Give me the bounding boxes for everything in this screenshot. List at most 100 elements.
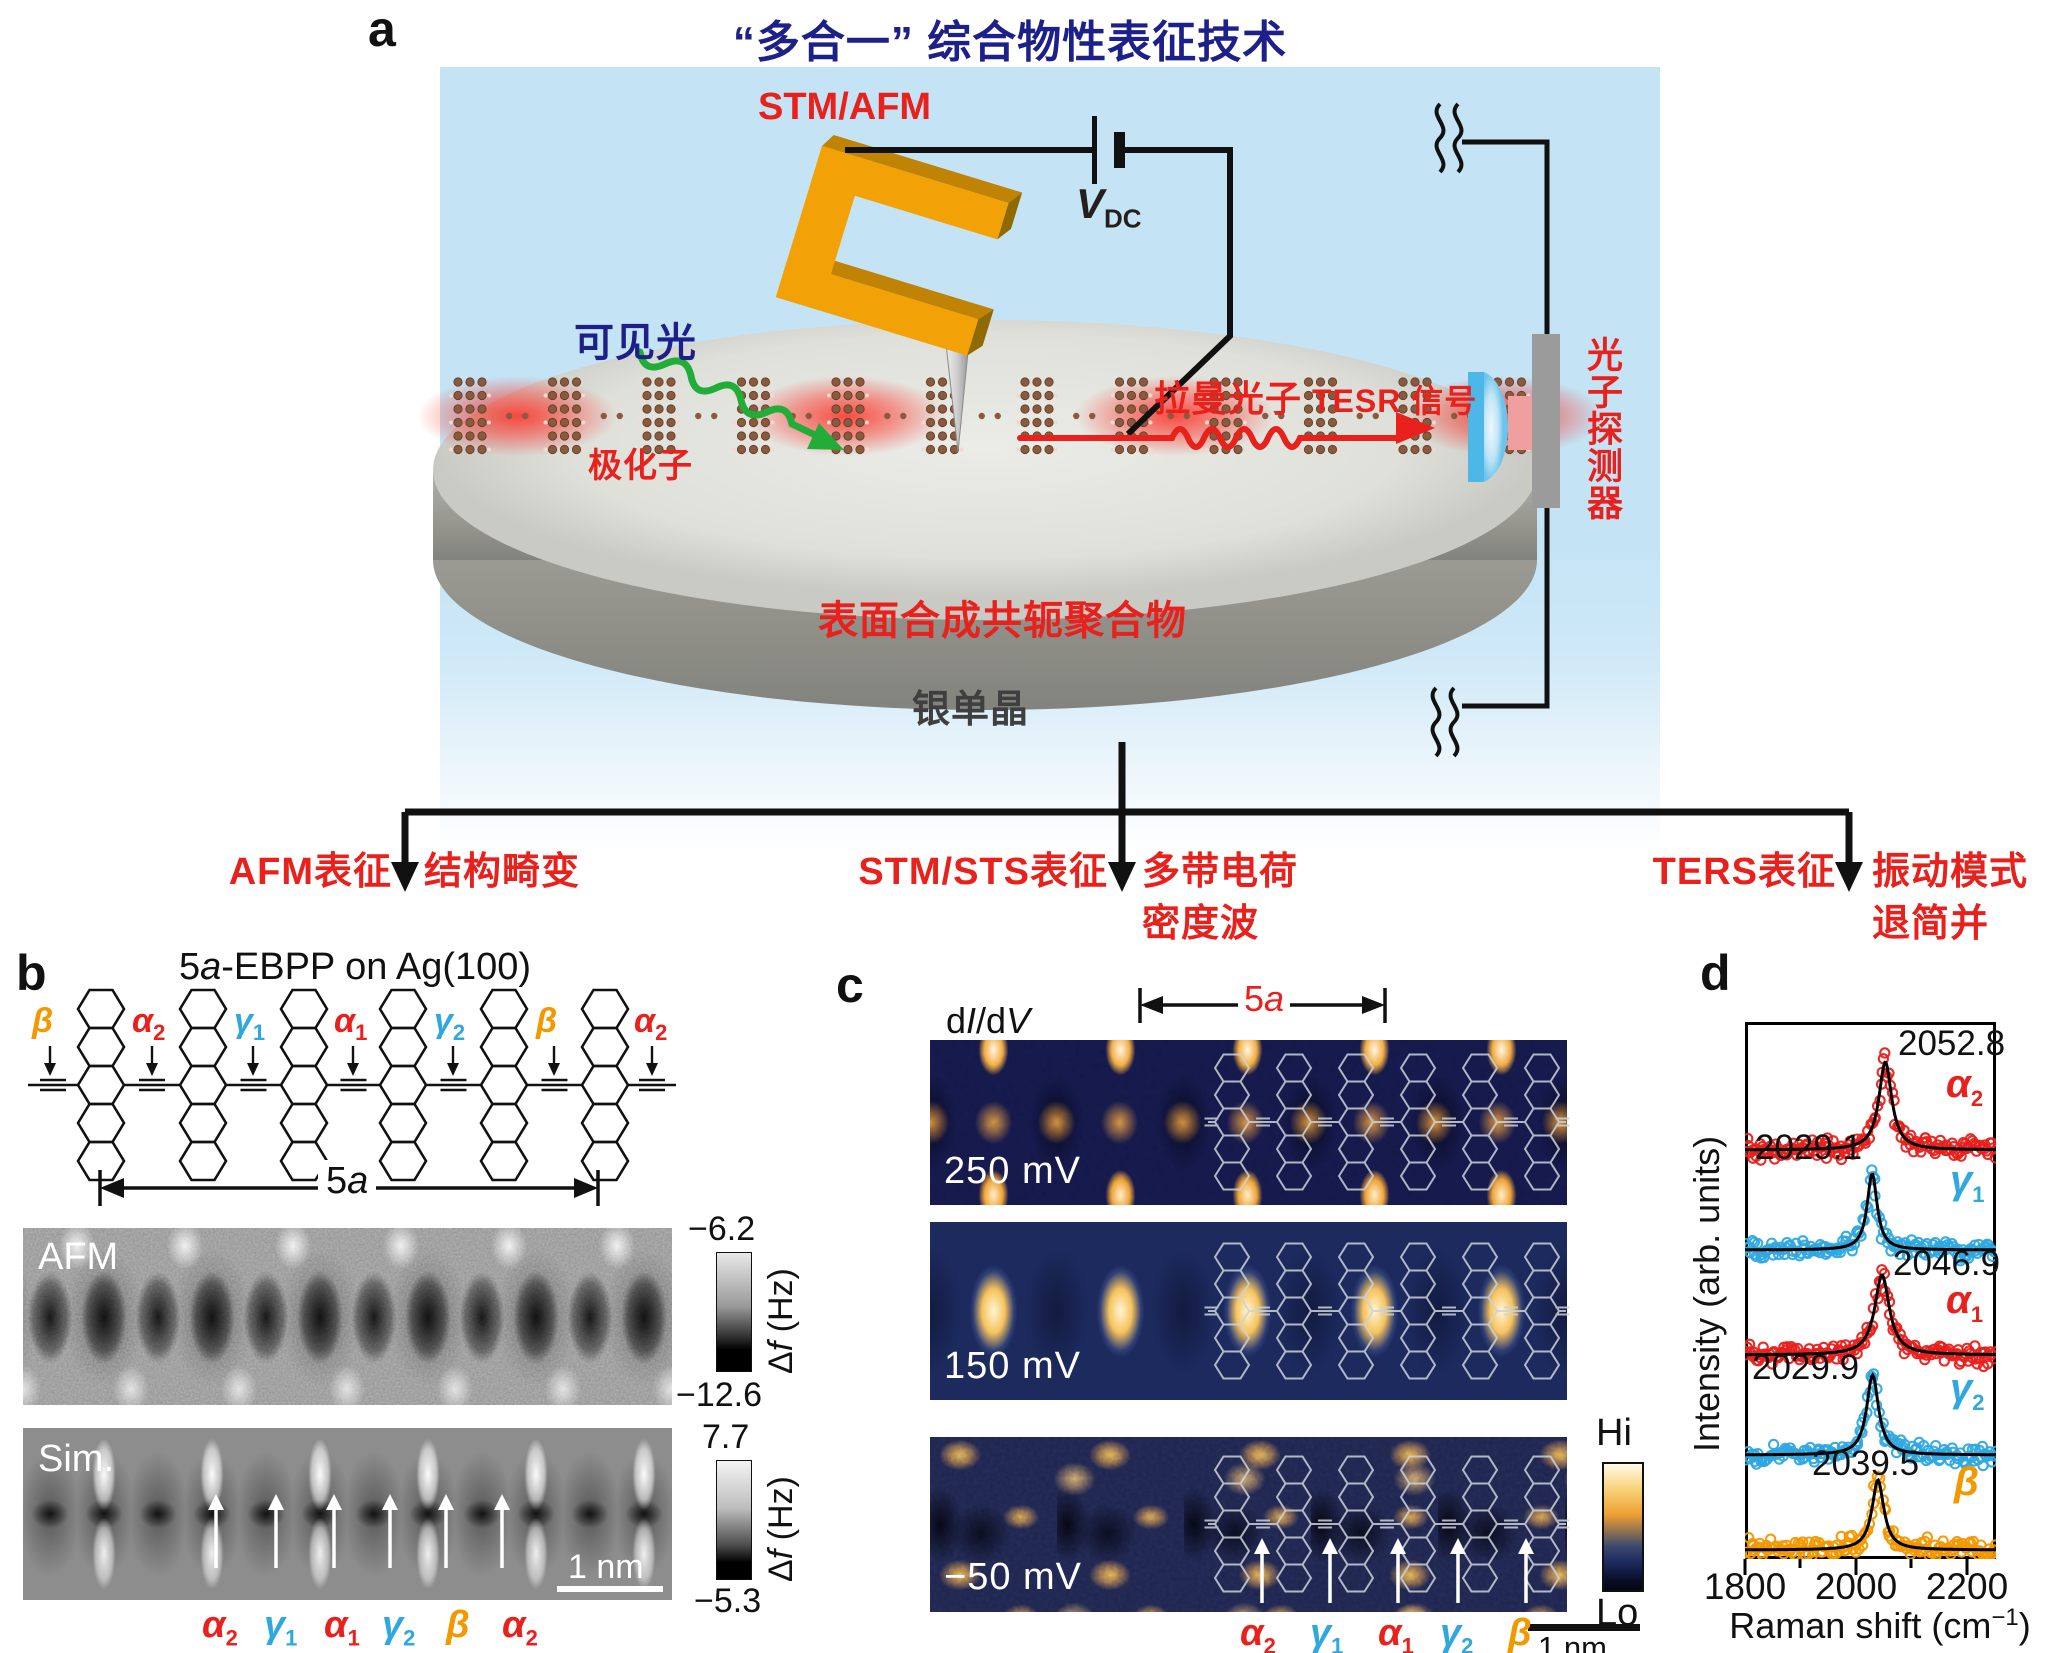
site-label-b-3: α1 bbox=[324, 1604, 360, 1651]
sim-cbar-min: −5.3 bbox=[694, 1582, 762, 1620]
raman-xlabel: Raman shift (cm−1) bbox=[1729, 1604, 2031, 1646]
scalebar-c bbox=[1528, 1624, 1640, 1631]
bond-label-alpha2: α2 bbox=[132, 1002, 166, 1045]
silver-crystal-disc bbox=[433, 320, 1537, 710]
afm-colorbar bbox=[716, 1252, 752, 1372]
figure-title: “多合一” 综合物性表征技术 bbox=[732, 18, 1288, 67]
raman-ylabel: Intensity (arb. units) bbox=[1686, 1135, 1727, 1452]
scalebar-b bbox=[557, 1586, 663, 1592]
scalebar-c-label: 1 nm bbox=[1538, 1630, 1607, 1653]
afm-method-label: AFM表征 bbox=[228, 851, 392, 893]
ters-result-line1: 振动模式 bbox=[1872, 851, 2029, 893]
site-label-b-2: γ1 bbox=[264, 1604, 298, 1651]
wire-break-squiggle-bottom bbox=[1430, 686, 1460, 758]
panel-c-letter: c bbox=[836, 957, 864, 1013]
site-label-b-1: α2 bbox=[202, 1604, 238, 1651]
period-label-c: 5a bbox=[1238, 978, 1291, 1020]
afm-cbar-unit: Δf (Hz) bbox=[762, 1268, 800, 1374]
bond-label-gamma2: γ2 bbox=[434, 1002, 466, 1045]
photon-detector-label: 光子探测器 bbox=[1582, 336, 1623, 521]
site-arrows-sim bbox=[208, 1494, 510, 1568]
peak-value-gamma1: 2029.1 bbox=[1755, 1128, 1863, 1167]
bond-label-beta-1: β bbox=[32, 1002, 54, 1040]
site-label-c-2: γ1 bbox=[1310, 1612, 1344, 1653]
series-label-gamma1: γ1 bbox=[1950, 1158, 1985, 1207]
afm-noise-texture bbox=[23, 1228, 672, 1405]
panel-b-title: 5a-EBPP on Ag(100) bbox=[178, 946, 532, 988]
didv-label: dI/dV bbox=[946, 1000, 1031, 1041]
site-label-b-4: γ2 bbox=[382, 1604, 416, 1651]
bond-label-alpha1: α1 bbox=[334, 1002, 368, 1045]
visible-light-arrow bbox=[636, 348, 844, 450]
peak-value-alpha1: 2046.9 bbox=[1893, 1244, 2001, 1283]
site-label-c-1: α2 bbox=[1240, 1612, 1276, 1653]
simulated-afm-image bbox=[23, 1428, 672, 1600]
raman-photon-label: 拉曼光子 bbox=[1154, 378, 1303, 419]
ters-method-label: TERS表征 bbox=[1652, 851, 1836, 893]
stm-method-label: STM/STS表征 bbox=[858, 851, 1108, 893]
afm-cbar-max: −6.2 bbox=[688, 1210, 756, 1248]
bias-circuit-wires bbox=[845, 147, 1233, 437]
peak-value-alpha2: 2052.8 bbox=[1898, 1024, 2006, 1063]
series-label-alpha2: α2 bbox=[1946, 1062, 1984, 1111]
raman-axis-ticks bbox=[1743, 1559, 1969, 1575]
bond-label-beta-2: β bbox=[536, 1002, 558, 1040]
panel-a-letter: a bbox=[368, 1, 396, 57]
flow-arrows bbox=[391, 742, 1863, 892]
molecular-structure bbox=[28, 988, 676, 1182]
molecule-overlay-didv bbox=[1204, 1053, 1570, 1593]
battery-short-plate bbox=[1114, 132, 1125, 168]
site-label-c-4: γ2 bbox=[1440, 1612, 1474, 1653]
afm-result-label: 结构畸变 bbox=[424, 851, 581, 893]
didv-cbar-lo: Lo bbox=[1596, 1592, 1639, 1634]
period-label-b: 5a bbox=[318, 1160, 377, 1203]
site-label-c-3: α1 bbox=[1378, 1612, 1414, 1653]
bond-site-arrows bbox=[44, 1046, 658, 1076]
peak-value-gamma2: 2029.9 bbox=[1752, 1348, 1860, 1387]
afm-image-label: AFM bbox=[38, 1236, 119, 1278]
battery-long-plate bbox=[1092, 116, 1097, 184]
series-label-beta: β bbox=[1954, 1460, 1979, 1504]
raman-xtick-1800: 1800 bbox=[1703, 1566, 1787, 1607]
detector-wires bbox=[1462, 139, 1550, 709]
didv-colorbar bbox=[1602, 1462, 1644, 1592]
site-label-b-5: β bbox=[446, 1604, 470, 1646]
bias-label-150mv: 150 mV bbox=[944, 1345, 1081, 1387]
site-arrows-didv bbox=[1254, 1538, 1534, 1603]
afm-image bbox=[23, 1228, 672, 1405]
visible-light-label: 可见光 bbox=[574, 321, 697, 365]
collection-lens bbox=[1468, 372, 1508, 482]
photon-detector-body bbox=[1532, 334, 1560, 508]
sim-colorbar bbox=[716, 1460, 752, 1580]
site-label-b-6: α2 bbox=[502, 1604, 538, 1651]
didv-cbar-hi: Hi bbox=[1596, 1412, 1632, 1454]
sim-cbar-unit: Δf (Hz) bbox=[762, 1476, 800, 1582]
raman-plot-frame bbox=[1745, 1022, 1996, 1559]
panel-b-letter: b bbox=[16, 945, 47, 1001]
panel-d-letter: d bbox=[1700, 945, 1731, 1001]
peak-value-beta: 2039.5 bbox=[1812, 1444, 1920, 1483]
bias-label-minus50mv: −50 mV bbox=[944, 1556, 1083, 1598]
series-label-alpha1: α1 bbox=[1946, 1278, 1984, 1327]
afm-cbar-min: −12.6 bbox=[676, 1376, 763, 1414]
site-label-c-5: β bbox=[1508, 1612, 1532, 1653]
bond-label-gamma1: γ1 bbox=[234, 1002, 266, 1045]
vdc-label: VDC bbox=[1076, 180, 1142, 234]
scalebar-b-label: 1 nm bbox=[568, 1548, 644, 1586]
didv-map-minus50mv bbox=[930, 1437, 1567, 1612]
polymer-label: 表面合成共轭聚合物 bbox=[818, 599, 1187, 643]
raman-spectra-chart bbox=[1745, 1047, 1996, 1559]
sim-image-label: Sim. bbox=[38, 1438, 114, 1480]
polaron-label: 极化子 bbox=[588, 447, 693, 485]
series-label-gamma2: γ2 bbox=[1950, 1366, 1985, 1415]
ters-result-line2: 退简并 bbox=[1872, 903, 1990, 945]
stm-result-line1: 多带电荷 bbox=[1142, 851, 1299, 893]
tesr-signal-label: TESR 信号 bbox=[1312, 383, 1478, 419]
wire-break-squiggle-top bbox=[1434, 102, 1464, 174]
stm-result-line2: 密度波 bbox=[1142, 903, 1260, 945]
sim-cbar-max: 7.7 bbox=[702, 1418, 750, 1456]
stm-afm-label: STM/AFM bbox=[758, 86, 932, 128]
bias-label-250mv: 250 mV bbox=[944, 1150, 1081, 1192]
